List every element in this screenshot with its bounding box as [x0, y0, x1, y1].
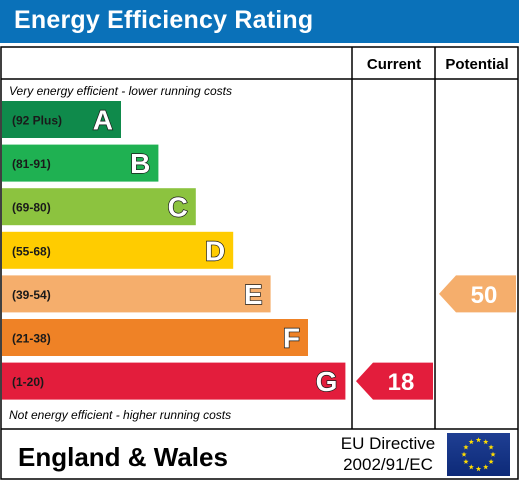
top-note: Very energy efficient - lower running co…: [9, 84, 232, 98]
eu-star: [468, 464, 474, 470]
band-range-d: (55-68): [12, 244, 51, 258]
potential-header: Potential: [445, 56, 508, 73]
directive-line2: 2002/91/EC: [343, 455, 433, 474]
band-bar-a: [2, 101, 121, 138]
eu-star: [475, 437, 482, 443]
band-bar-f: [2, 319, 308, 356]
eu-star: [463, 444, 469, 450]
band-range-f: (21-38): [12, 332, 51, 346]
current-rating-arrow: [356, 362, 433, 400]
band-range-c: (69-80): [12, 201, 51, 215]
eu-star: [490, 451, 496, 457]
eu-star: [483, 439, 489, 445]
eu-star: [461, 451, 467, 457]
band-bar-d: [2, 231, 234, 269]
eu-flag-icon: [447, 433, 510, 476]
bottom-note: Not energy efficient - higher running co…: [9, 408, 231, 422]
band-letter-e: E: [244, 279, 263, 310]
band-bar-e: [2, 275, 271, 313]
band-bar-g: [2, 362, 346, 400]
eu-star: [468, 439, 474, 445]
potential-rating-value: 50: [471, 282, 498, 309]
band-range-e: (39-54): [12, 288, 51, 302]
band-range-a: (92 Plus): [12, 114, 62, 128]
band-range-b: (81-91): [12, 157, 51, 171]
eu-star: [475, 466, 482, 472]
eu-star: [488, 458, 494, 465]
table-frame: [0, 46, 519, 480]
eu-star: [488, 444, 494, 450]
band-letter-g: G: [316, 366, 338, 397]
eu-star: [463, 458, 469, 465]
directive-line1: EU Directive: [341, 434, 435, 453]
band-letter-f: F: [283, 323, 300, 354]
chart-title: Energy Efficiency Rating: [14, 6, 314, 34]
current-rating-value: 18: [388, 369, 415, 396]
current-header: Current: [367, 56, 421, 73]
band-letter-c: C: [168, 192, 188, 223]
band-range-g: (1-20): [12, 375, 44, 389]
potential-rating-arrow: [439, 275, 516, 313]
eu-star: [483, 464, 489, 470]
band-bar-c: [2, 188, 196, 226]
band-letter-b: B: [130, 148, 150, 179]
band-bar-b: [2, 144, 159, 182]
rating-bands: (92 Plus) A (81-91) B (69-80) C (55-68) D (39-54…: [2, 101, 346, 400]
band-letter-d: D: [205, 235, 225, 266]
band-letter-a: A: [93, 105, 113, 136]
title-bar: Energy Efficiency Rating: [0, 0, 519, 43]
region-label: England & Wales: [18, 442, 228, 472]
